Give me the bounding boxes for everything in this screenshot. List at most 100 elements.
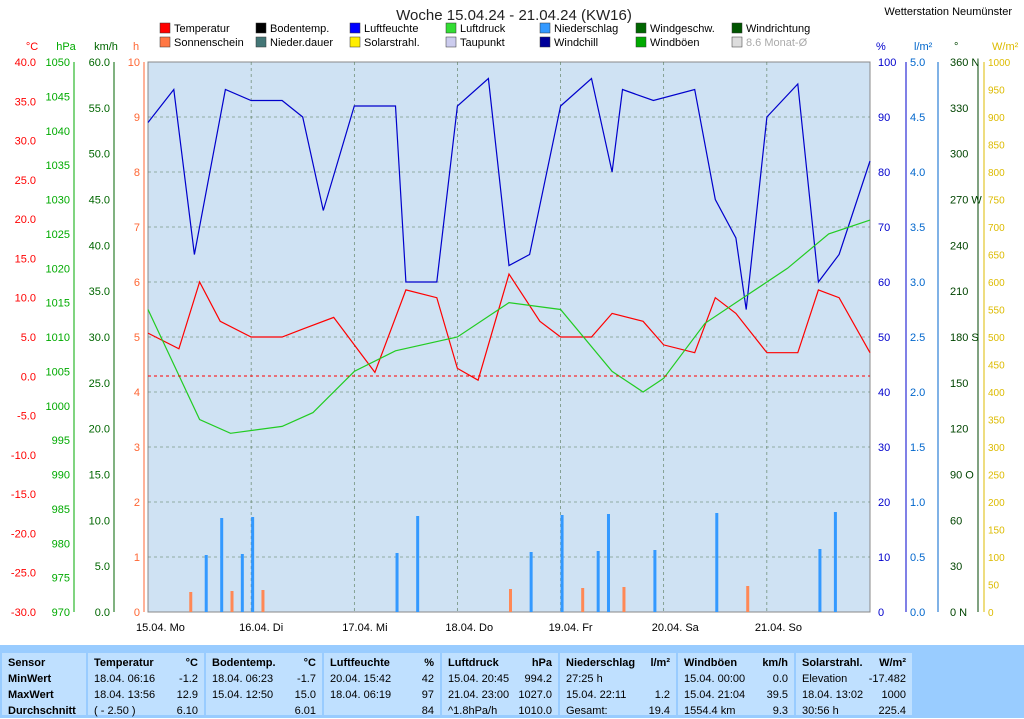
left-tick-label: 1045: [46, 91, 70, 103]
left-tick-label: 10.0: [15, 293, 36, 305]
stats-cell-value: 9.3: [772, 705, 788, 717]
stats-cell-label: 30:56 h: [802, 705, 839, 717]
right-tick-label: 90: [878, 112, 890, 124]
bar-mark: [251, 517, 255, 612]
left-tick-label: -5.0: [17, 411, 36, 423]
left-tick-label: 995: [52, 435, 70, 447]
stats-title: Niederschlag: [566, 657, 636, 669]
series-lines: [147, 77, 871, 434]
legend-item: Windrichtung: [731, 22, 810, 35]
stats-unit: l/m²: [650, 657, 670, 669]
weather-chart: °C 40.0 35.0 30.0 25.0 20.0 15.0 10.0 5.0 0.0 -5.0…: [11, 6, 1019, 634]
left-tick-label: 990: [52, 470, 70, 482]
right-tick-label: 4.0: [910, 167, 925, 179]
legend-swatch: [635, 22, 647, 34]
stats-cell-value: 225.4: [878, 705, 906, 717]
right-axis-unit: l/m²: [914, 41, 933, 53]
stats-cell-label: 18.04. 06:19: [330, 689, 392, 701]
x-tick-label: 15.04. Mo: [136, 622, 185, 634]
left-tick-label: 50.0: [89, 149, 110, 161]
legend-label: Taupunkt: [460, 37, 505, 49]
stats-cell-value: 42: [421, 673, 434, 685]
legend-swatch: [731, 22, 743, 34]
legend: Temperatur Bodentemp. Luftfeuchte Luftdruck…: [159, 22, 810, 49]
stats-cell-value: 994.2: [524, 673, 552, 685]
chart-svg: °C40.035.030.025.020.015.010.05.00.0-5.0…: [11, 6, 1019, 634]
right-tick-label: 360 N: [950, 57, 979, 69]
right-tick-label: 0 N: [950, 607, 967, 619]
stats-block-0: Temperatur °C 18.04. 06:16 -1.2 18.04. 13:56…: [88, 653, 204, 717]
stats-unit: hPa: [531, 657, 552, 669]
legend-label: Windchill: [554, 37, 598, 49]
stats-title: Bodentemp.: [212, 657, 276, 669]
right-tick-label: 200: [988, 498, 1005, 509]
legend-swatch: [445, 36, 457, 48]
right-tick-label: 300: [988, 443, 1005, 454]
left-tick-label: 970: [52, 607, 70, 619]
right-tick-label: 90 O: [950, 470, 974, 482]
right-tick-label: 270 W: [950, 195, 982, 207]
bar-mark: [715, 513, 719, 612]
stats-cell-value: 6.01: [294, 705, 316, 717]
right-tick-label: 400: [988, 388, 1005, 399]
right-tick-label: 330: [950, 103, 968, 115]
stats-block-3: Luftdruck hPa 15.04. 20:45 994.2 21.04. 23:0…: [442, 653, 558, 717]
stats-unit: W/m²: [879, 657, 906, 669]
left-tick-label: 25.0: [15, 175, 36, 187]
legend-label: Temperatur: [174, 23, 230, 35]
right-axis-unit: °: [954, 41, 958, 53]
right-tick-label: 50: [878, 332, 890, 344]
legend-item: Windchill: [539, 36, 598, 49]
right-tick-label: 2.0: [910, 387, 925, 399]
right-tick-label: 1.5: [910, 442, 925, 454]
right-tick-label: 0.5: [910, 552, 925, 564]
left-axis-unit: h: [133, 41, 139, 53]
right-tick-label: 950: [988, 86, 1005, 97]
stats-cell-value: 1.2: [654, 689, 670, 701]
right-tick-label: 700: [988, 223, 1005, 234]
stats-cell-value: 12.9: [176, 689, 198, 701]
left-tick-label: -30.0: [11, 607, 36, 619]
legend-item: Luftdruck: [445, 22, 506, 35]
stats-cell-label: 20.04. 15:42: [330, 673, 392, 685]
x-tick-label: 21.04. So: [755, 622, 802, 634]
left-axis-unit: °C: [26, 41, 38, 53]
left-tick-label: 980: [52, 538, 70, 550]
left-tick-label: 20.0: [15, 214, 36, 226]
left-tick-label: 5.0: [95, 561, 110, 573]
bar-mark: [261, 590, 265, 612]
legend-item: Bodentemp.: [255, 22, 329, 35]
left-tick-label: 3: [134, 442, 140, 454]
left-tick-label: 10.0: [89, 515, 110, 527]
right-tick-label: 10: [878, 552, 890, 564]
right-tick-label: 250: [988, 471, 1005, 482]
bar-mark: [606, 514, 610, 612]
right-tick-label: 20: [878, 497, 890, 509]
legend-swatch: [539, 36, 551, 48]
stats-cell-value: 97: [421, 689, 434, 701]
right-tick-label: 0: [878, 607, 884, 619]
right-tick-label: 450: [988, 361, 1005, 372]
legend-swatch: [159, 22, 171, 34]
left-tick-label: 8: [134, 167, 140, 179]
bar-mark: [581, 588, 585, 612]
x-tick-label: 18.04. Do: [445, 622, 493, 634]
bar-mark: [395, 553, 399, 612]
bar-mark: [833, 512, 837, 612]
stats-cell-label: 1554.4 km: [684, 705, 736, 717]
left-tick-label: 975: [52, 573, 70, 585]
stats-cell-value: -1.2: [179, 673, 198, 685]
stats-cell-label: 15.04. 00:00: [684, 673, 746, 685]
right-tick-label: 650: [988, 251, 1005, 262]
left-tick-label: 1035: [46, 160, 70, 172]
left-tick-label: 4: [134, 387, 140, 399]
stats-cell-label: ^1.8hPa/h: [448, 705, 498, 717]
left-tick-label: 15.0: [89, 470, 110, 482]
right-axis-unit: %: [876, 41, 886, 53]
right-axis-unit: W/m²: [992, 41, 1019, 53]
stats-cell-label: ( - 2.50 ): [94, 705, 136, 717]
legend-item: Solarstrahl.: [349, 36, 420, 49]
bar-mark: [746, 586, 750, 612]
left-tick-label: -10.0: [11, 450, 36, 462]
x-tick-label: 20.04. Sa: [652, 622, 700, 634]
